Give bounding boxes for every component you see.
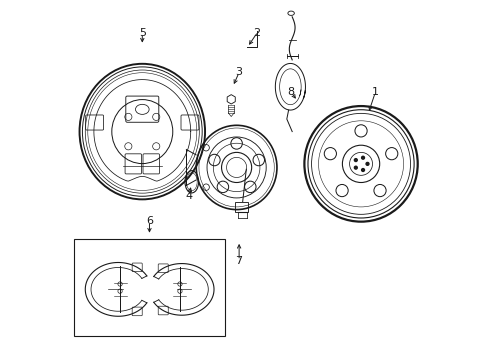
Text: 2: 2: [253, 28, 260, 38]
Text: 3: 3: [235, 67, 242, 77]
Circle shape: [354, 159, 357, 162]
Circle shape: [354, 166, 357, 169]
Circle shape: [361, 168, 364, 171]
Text: 5: 5: [139, 28, 145, 38]
Text: 1: 1: [371, 87, 378, 97]
Circle shape: [361, 156, 364, 159]
Text: 4: 4: [185, 191, 192, 201]
Text: 8: 8: [287, 87, 294, 97]
Text: 7: 7: [235, 256, 242, 266]
Circle shape: [366, 162, 368, 165]
Text: 6: 6: [146, 216, 153, 226]
Bar: [74, 239, 224, 336]
